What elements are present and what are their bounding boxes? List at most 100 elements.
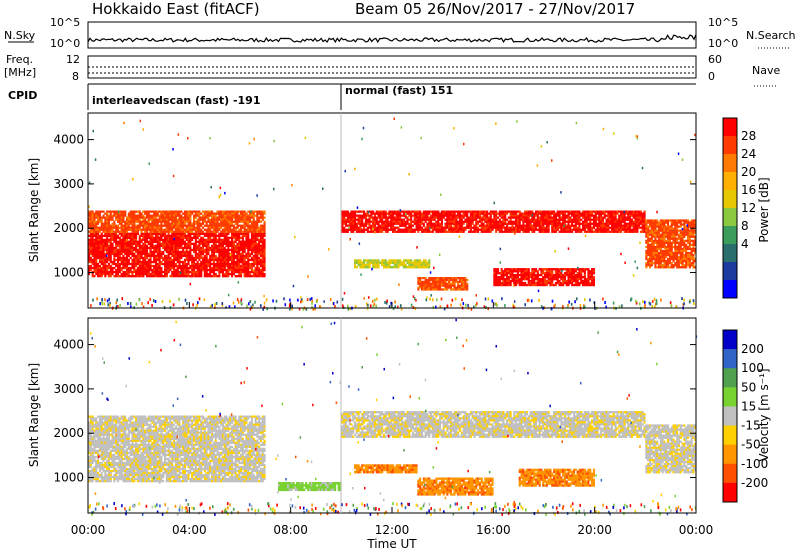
echo-cell (630, 214, 633, 217)
echo-cell (623, 220, 626, 223)
echo-cell (419, 224, 422, 227)
echo-cell (440, 230, 443, 233)
echo-cell (115, 270, 118, 274)
echo-cell (193, 272, 196, 276)
echo-cell (127, 272, 130, 276)
echo-cell (254, 228, 257, 231)
echo-cell (460, 228, 463, 231)
echo-cell (254, 240, 257, 243)
echo-cell (124, 260, 127, 264)
echo-cell (578, 230, 581, 233)
echo-cell (345, 224, 348, 227)
echo-cell (180, 270, 183, 274)
echo-cell (681, 243, 684, 246)
echo-cell (448, 212, 451, 215)
echo-cell (399, 214, 402, 217)
echo-cell (668, 249, 671, 253)
echo-cell (182, 232, 185, 235)
echo-cell (674, 249, 677, 253)
echo-cell (502, 214, 505, 217)
echo-cell (386, 228, 389, 231)
echo-cell (142, 210, 145, 213)
echo-cell (202, 236, 205, 239)
echo-cell (667, 235, 670, 238)
echo-cell (377, 220, 380, 223)
echo-cell (129, 268, 132, 272)
echo-cell (652, 219, 655, 222)
echo-cell (408, 214, 411, 217)
echo-cell (200, 240, 203, 243)
nave-tick-high: 60 (708, 53, 722, 66)
echo-cell (542, 220, 545, 223)
echo-cell (547, 228, 550, 231)
echo-cell (216, 248, 219, 252)
echo-cell (502, 224, 505, 227)
echo-cell (107, 228, 110, 231)
echo-cell (254, 250, 257, 254)
echo-cell (196, 210, 199, 213)
echo-cell (88, 216, 91, 219)
echo-cell (406, 218, 409, 221)
echo-cell (243, 246, 246, 250)
echo-cell (144, 234, 147, 237)
echo-cell (234, 250, 237, 254)
echo-cell (140, 246, 143, 250)
echo-cell (131, 244, 134, 247)
echo-cell (453, 220, 456, 223)
echo-cell (547, 212, 550, 215)
echo-cell (459, 212, 462, 215)
echo-cell (138, 254, 141, 258)
echo-cell (431, 228, 434, 231)
echo-cell (592, 230, 595, 233)
echo-cell (138, 268, 141, 272)
echo-cell (446, 210, 449, 213)
echo-cell (182, 238, 185, 241)
echo-cell (169, 240, 172, 243)
echo-cell (245, 242, 248, 245)
echo-cell (346, 224, 349, 227)
echo-cell (495, 230, 498, 233)
echo-cell (453, 230, 456, 233)
echo-cell (668, 237, 671, 240)
echo-cell (165, 250, 168, 254)
echo-cell (153, 244, 156, 247)
echo-cell (542, 226, 545, 229)
echo-cell (261, 258, 264, 262)
echo-cell (554, 226, 557, 229)
echo-cell (189, 236, 192, 239)
echo-cell (214, 222, 217, 225)
echo-cell (89, 234, 92, 237)
echo-cell (240, 210, 243, 213)
echo-cell (482, 214, 485, 217)
echo-cell (632, 230, 635, 233)
echo-cell (556, 228, 559, 231)
echo-cell (104, 230, 107, 233)
echo-cell (180, 226, 183, 229)
echo-cell (131, 270, 134, 274)
echo-cell (243, 212, 246, 215)
echo-cell (241, 214, 244, 217)
echo-cell (493, 216, 496, 219)
echo-cell (538, 226, 541, 229)
echo-cell (194, 214, 197, 217)
echo-cell (178, 246, 181, 250)
echo-cell (196, 212, 199, 215)
echo-cell (677, 245, 680, 249)
echo-cell (674, 223, 677, 226)
echo-cell (185, 254, 188, 258)
echo-cell (205, 272, 208, 276)
echo-cell (383, 216, 386, 219)
echo-cell (178, 230, 181, 233)
echo-cell (124, 210, 127, 213)
echo-cell (104, 228, 107, 231)
echo-cell (668, 247, 671, 251)
echo-cell (98, 270, 101, 274)
echo-cell (263, 246, 266, 250)
echo-cell (370, 224, 373, 227)
echo-cell (386, 220, 389, 223)
echo-cell (156, 222, 159, 225)
echo-cell (621, 216, 624, 219)
echo-cell (372, 230, 375, 233)
echo-cell (231, 220, 234, 223)
echo-cell (236, 242, 239, 245)
